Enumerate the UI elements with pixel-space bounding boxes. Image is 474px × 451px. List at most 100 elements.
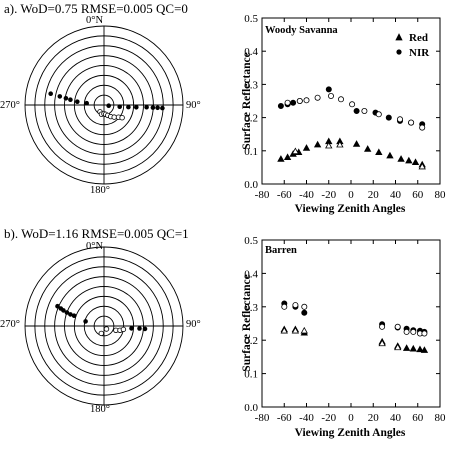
polar-a-view-point	[150, 105, 156, 110]
chart-a-point-triangle	[386, 151, 394, 159]
chart-b-frame	[261, 239, 441, 408]
chart-a-xtick-label: 20	[368, 189, 380, 201]
chart-a-point-circle	[290, 99, 297, 106]
chart-b-xtick-label: -20	[321, 412, 336, 424]
chart-b-point-circle	[379, 323, 386, 330]
chart-a-xtick-label: 0	[348, 189, 354, 201]
chart-a-point-circle	[375, 111, 382, 118]
polar-plot-b: b). WoD=1.16 RMSE=0.005 QC=1 0°N 90° 180…	[0, 226, 201, 415]
polar-b-view-point	[55, 303, 60, 309]
chart-a-point-triangle	[283, 153, 292, 161]
chart-b-xtick-label: 80	[435, 412, 447, 424]
chart-b-ylabel: Surface Reflectance	[241, 274, 253, 371]
chart-a-point-circle	[296, 98, 303, 105]
polar-a-label-top: 0°N	[86, 15, 103, 26]
chart-a-point-triangle	[411, 158, 420, 166]
polar-b-view-point	[61, 308, 66, 313]
polar-a-view-point	[68, 97, 73, 102]
chart-b-ytick-label: 0.4	[244, 268, 258, 280]
panel-b-title: b). WoD=1.16 RMSE=0.005 QC=1	[4, 226, 189, 241]
chart-a-point-circle	[327, 93, 334, 100]
chart-a-point-triangle	[277, 155, 285, 162]
polar-b-view-point	[83, 319, 88, 324]
chart-a-label: Woody Savanna	[265, 25, 338, 36]
chart-b-xtick-label: 0	[348, 412, 354, 424]
chart-a-point-triangle	[405, 156, 413, 164]
polar-b-sun-point	[120, 326, 127, 333]
chart-a-point-circle	[385, 114, 392, 121]
chart-a-point-triangle	[352, 140, 361, 147]
polar-b-view-point	[71, 313, 77, 319]
polar-a-view-point	[155, 105, 160, 111]
chart-b-ytick-label: 0.5	[244, 235, 258, 247]
polar-b-label-left: 270°	[0, 319, 20, 330]
chart-b-xtick-label: -40	[299, 412, 314, 424]
chart-a-ytick-label: 0.0	[244, 179, 258, 191]
chart-b-point-triangle	[291, 326, 300, 334]
chart-b-label: Barren	[265, 245, 297, 256]
polar-b-view-point	[68, 312, 73, 317]
legend-red-label: Red	[409, 32, 428, 44]
chart-b-xtick-label: 60	[412, 412, 424, 424]
chart-a-ylabel: Surface Reflectance	[241, 52, 253, 149]
chart-b-ytick-label: 0.3	[244, 302, 258, 314]
chart-a-point-triangle	[418, 162, 426, 170]
polar-a-view-point	[126, 104, 131, 110]
reflectance-chart-b: Barren Viewing Zenith Angles Surface Ref…	[241, 235, 446, 439]
polar-a-sun-point	[119, 114, 125, 121]
polar-a-view-point	[160, 105, 165, 111]
polar-b-view-point	[64, 310, 70, 315]
chart-b-point-triangle	[378, 339, 386, 347]
polar-a-view-point	[144, 104, 149, 110]
chart-a-xtick-label: 60	[412, 189, 424, 201]
chart-a-point-triangle	[364, 145, 372, 152]
chart-a-point-triangle	[325, 141, 333, 149]
chart-a-point-circle	[325, 86, 332, 93]
chart-a-xtick-label: -60	[277, 189, 292, 201]
chart-a-xtick-label: 80	[435, 189, 447, 201]
polar-a-view-point	[63, 96, 69, 101]
chart-b-point-triangle	[420, 346, 429, 353]
chart-b-ytick-label: 0.1	[244, 369, 258, 381]
chart-a-xtick-label: 40	[390, 189, 402, 201]
chart-b-point-circle	[301, 303, 308, 310]
chart-b-ytick-label: 0.0	[244, 402, 258, 414]
chart-a-point-circle	[353, 108, 360, 115]
chart-b-point-circle	[394, 323, 401, 330]
chart-b-xtick-label: -80	[255, 412, 270, 424]
chart-a-point-circle	[303, 97, 310, 104]
chart-a-xlabel: Viewing Zenith Angles	[295, 203, 406, 215]
polar-b-label-top: 0°N	[86, 241, 103, 252]
chart-b-point-triangle	[300, 326, 308, 334]
chart-b-xtick-label: 40	[390, 412, 402, 424]
chart-b-point-triangle	[416, 345, 424, 353]
legend-red-marker	[395, 33, 403, 41]
chart-a-xtick-label: -40	[299, 189, 314, 201]
chart-b-point-triangle	[280, 326, 288, 334]
chart-a-ytick-label: 0.1	[244, 146, 258, 158]
polar-a-view-point	[48, 91, 53, 96]
legend-nir-label: NIR	[409, 47, 430, 59]
polar-a-label-right: 90°	[186, 100, 201, 111]
chart-a-point-circle	[419, 124, 426, 131]
chart-a-point-triangle	[336, 140, 344, 148]
chart-a-point-circle	[314, 94, 321, 101]
chart-b-point-circle	[421, 330, 428, 337]
polar-b-view-point	[129, 326, 134, 331]
chart-b-point-circle	[292, 302, 299, 309]
chart-a-point-triangle	[291, 147, 300, 155]
chart-a-point-triangle	[397, 155, 405, 162]
chart-b-point-circle	[301, 309, 308, 316]
chart-b-point-triangle	[409, 344, 417, 352]
polar-b-label-bottom: 180°	[90, 404, 110, 415]
polar-a-label-left: 270°	[0, 100, 20, 111]
reflectance-chart-a: Woody Savanna Red NIR Viewing Zenith Ang…	[241, 13, 446, 215]
chart-a-point-circle	[361, 108, 368, 115]
polar-a-view-point	[106, 103, 111, 108]
chart-b-ytick-label: 0.2	[244, 335, 258, 347]
chart-a-point-triangle	[302, 144, 311, 151]
panel-a-title: a). WoD=0.75 RMSE=0.005 QC=0	[4, 1, 188, 16]
chart-a-ytick-label: 0.3	[244, 79, 258, 91]
polar-a-view-point	[57, 94, 63, 99]
